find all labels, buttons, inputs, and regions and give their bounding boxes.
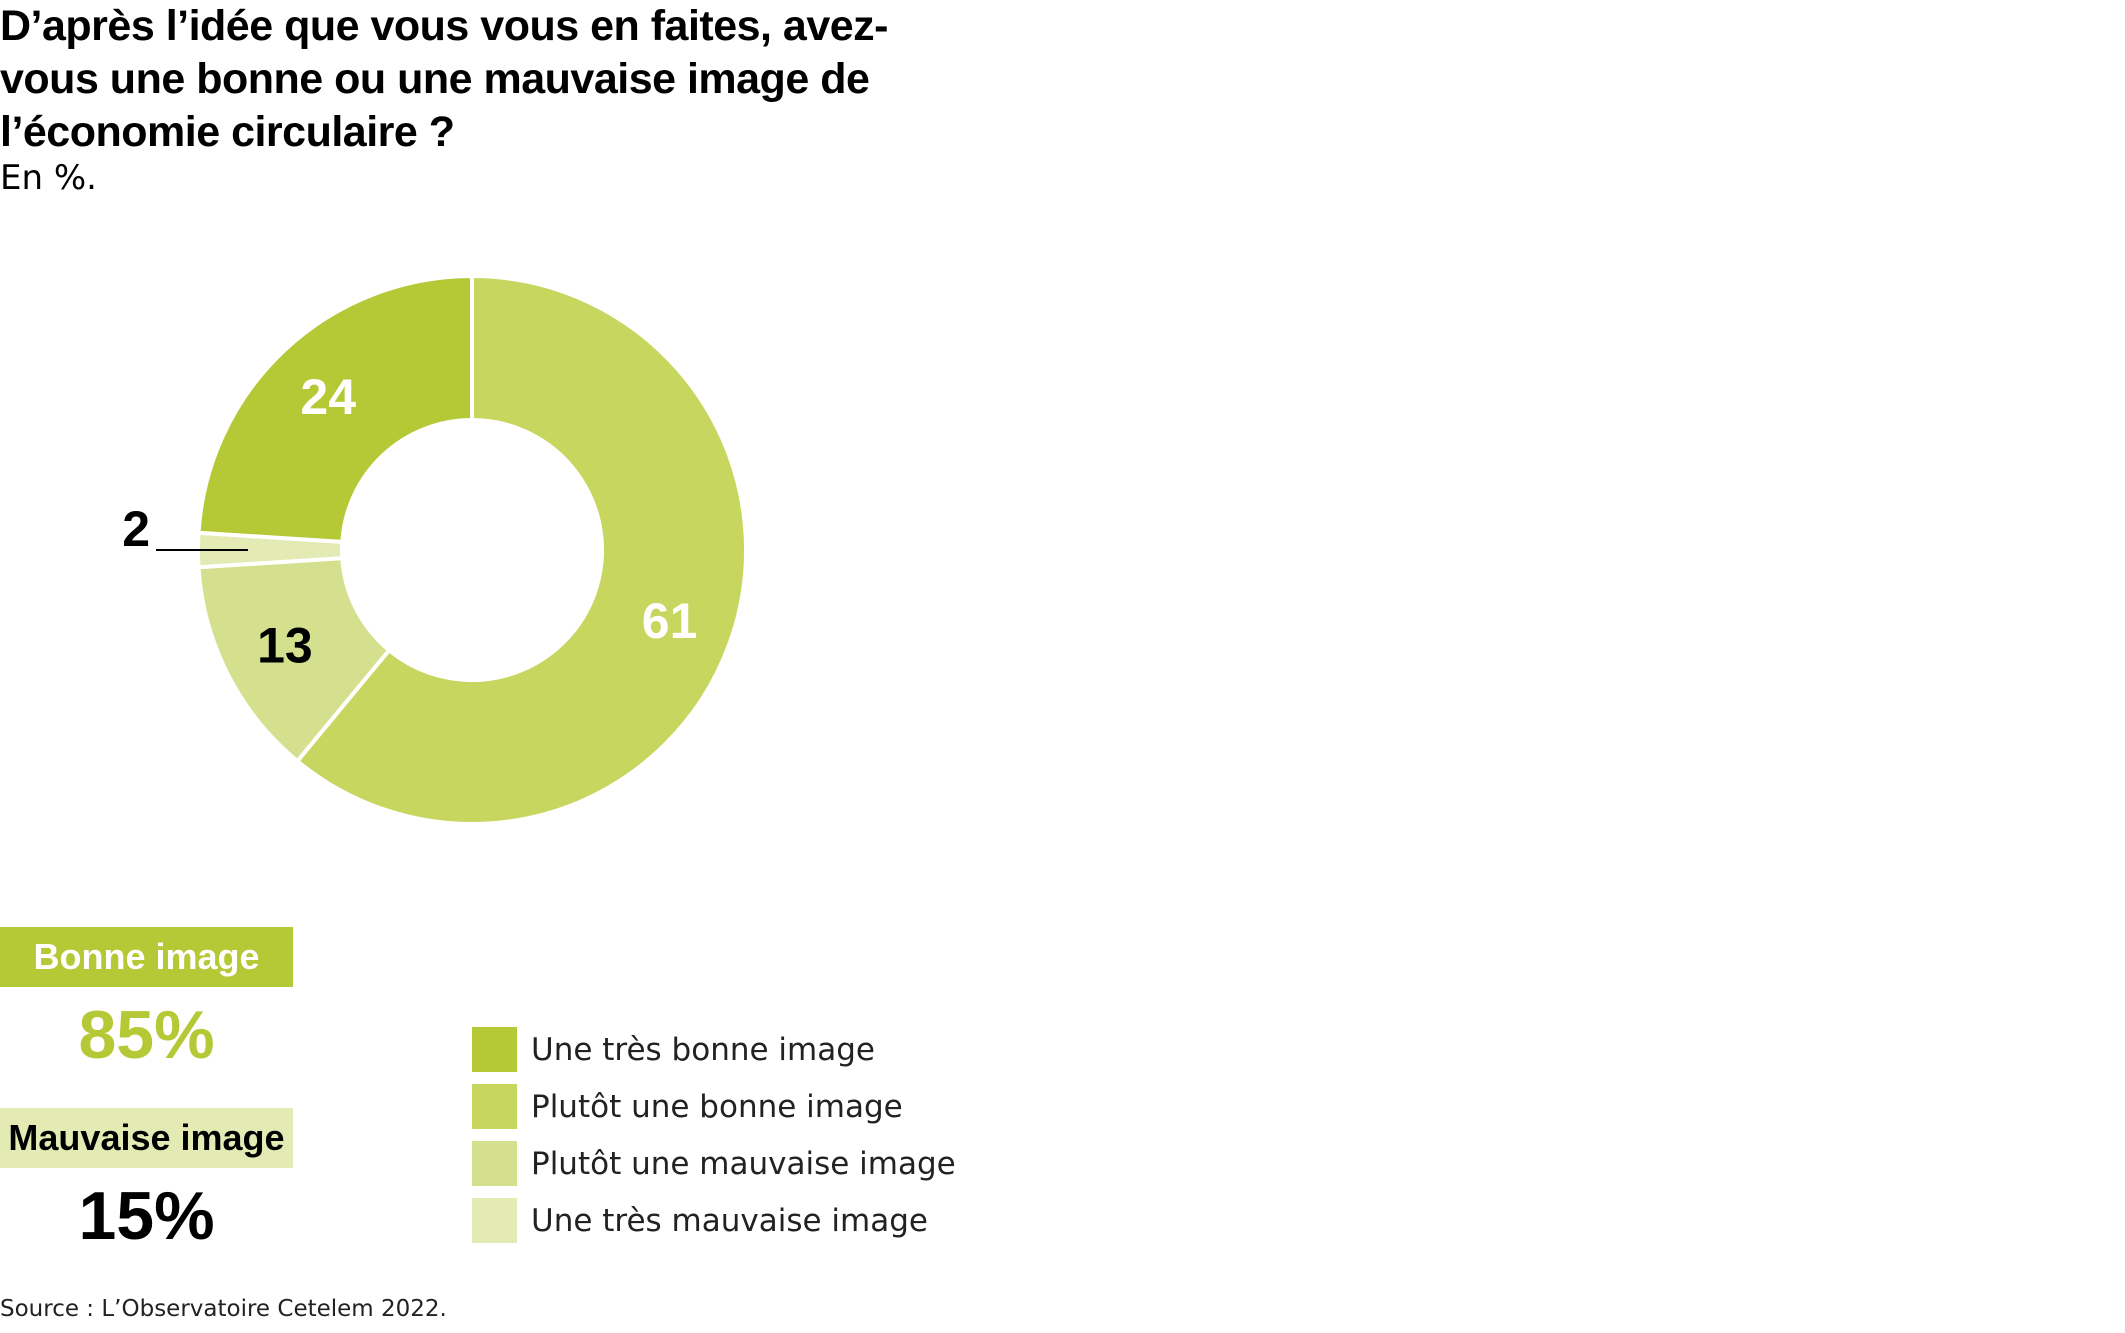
slice-plutot-une-bonne-image: [295, 274, 748, 826]
chart-legend: Une très bonne image Plutôt une bonne ima…: [472, 1021, 956, 1249]
legend-swatch: [472, 1141, 517, 1186]
legend-label: Plutôt une mauvaise image: [531, 1145, 956, 1182]
chart-subtitle: En %.: [0, 158, 97, 198]
legend-label: Plutôt une bonne image: [531, 1088, 903, 1125]
donut-slice-labels: 61 13 2 24: [122, 369, 697, 673]
legend-swatch: [472, 1084, 517, 1129]
slice-label-une-tres-mauvaise-image: 2: [122, 501, 150, 557]
slice-plutot-une-mauvaise-image: [196, 556, 392, 764]
legend-label: Une très mauvaise image: [531, 1202, 928, 1239]
slice-label-plutot-une-bonne-image: 61: [642, 593, 698, 649]
good-image-value: 85%: [78, 997, 215, 1073]
legend-label: Une très bonne image: [531, 1031, 875, 1068]
donut-chart: 61 13 2 24: [122, 274, 748, 826]
legend-item: Une très bonne image: [472, 1021, 956, 1078]
slice-label-une-tres-bonne-image: 24: [300, 369, 356, 425]
source-note: Source : L’Observatoire Cetelem 2022.: [0, 1296, 447, 1322]
legend-swatch: [472, 1027, 517, 1072]
legend-swatch: [472, 1198, 517, 1243]
legend-item: Plutôt une mauvaise image: [472, 1135, 956, 1192]
bad-image-box: Mauvaise image: [0, 1108, 293, 1168]
donut-slices: [196, 274, 748, 826]
legend-item: Une très mauvaise image: [472, 1192, 956, 1249]
bad-image-value: 15%: [78, 1178, 215, 1254]
slice-une-tres-bonne-image: [196, 274, 474, 544]
chart-title: D’après l’idée que vous vous en faites, …: [0, 2, 889, 156]
slice-label-plutot-une-mauvaise-image: 13: [257, 617, 313, 673]
legend-item: Plutôt une bonne image: [472, 1078, 956, 1135]
good-image-box: Bonne image: [0, 927, 293, 987]
